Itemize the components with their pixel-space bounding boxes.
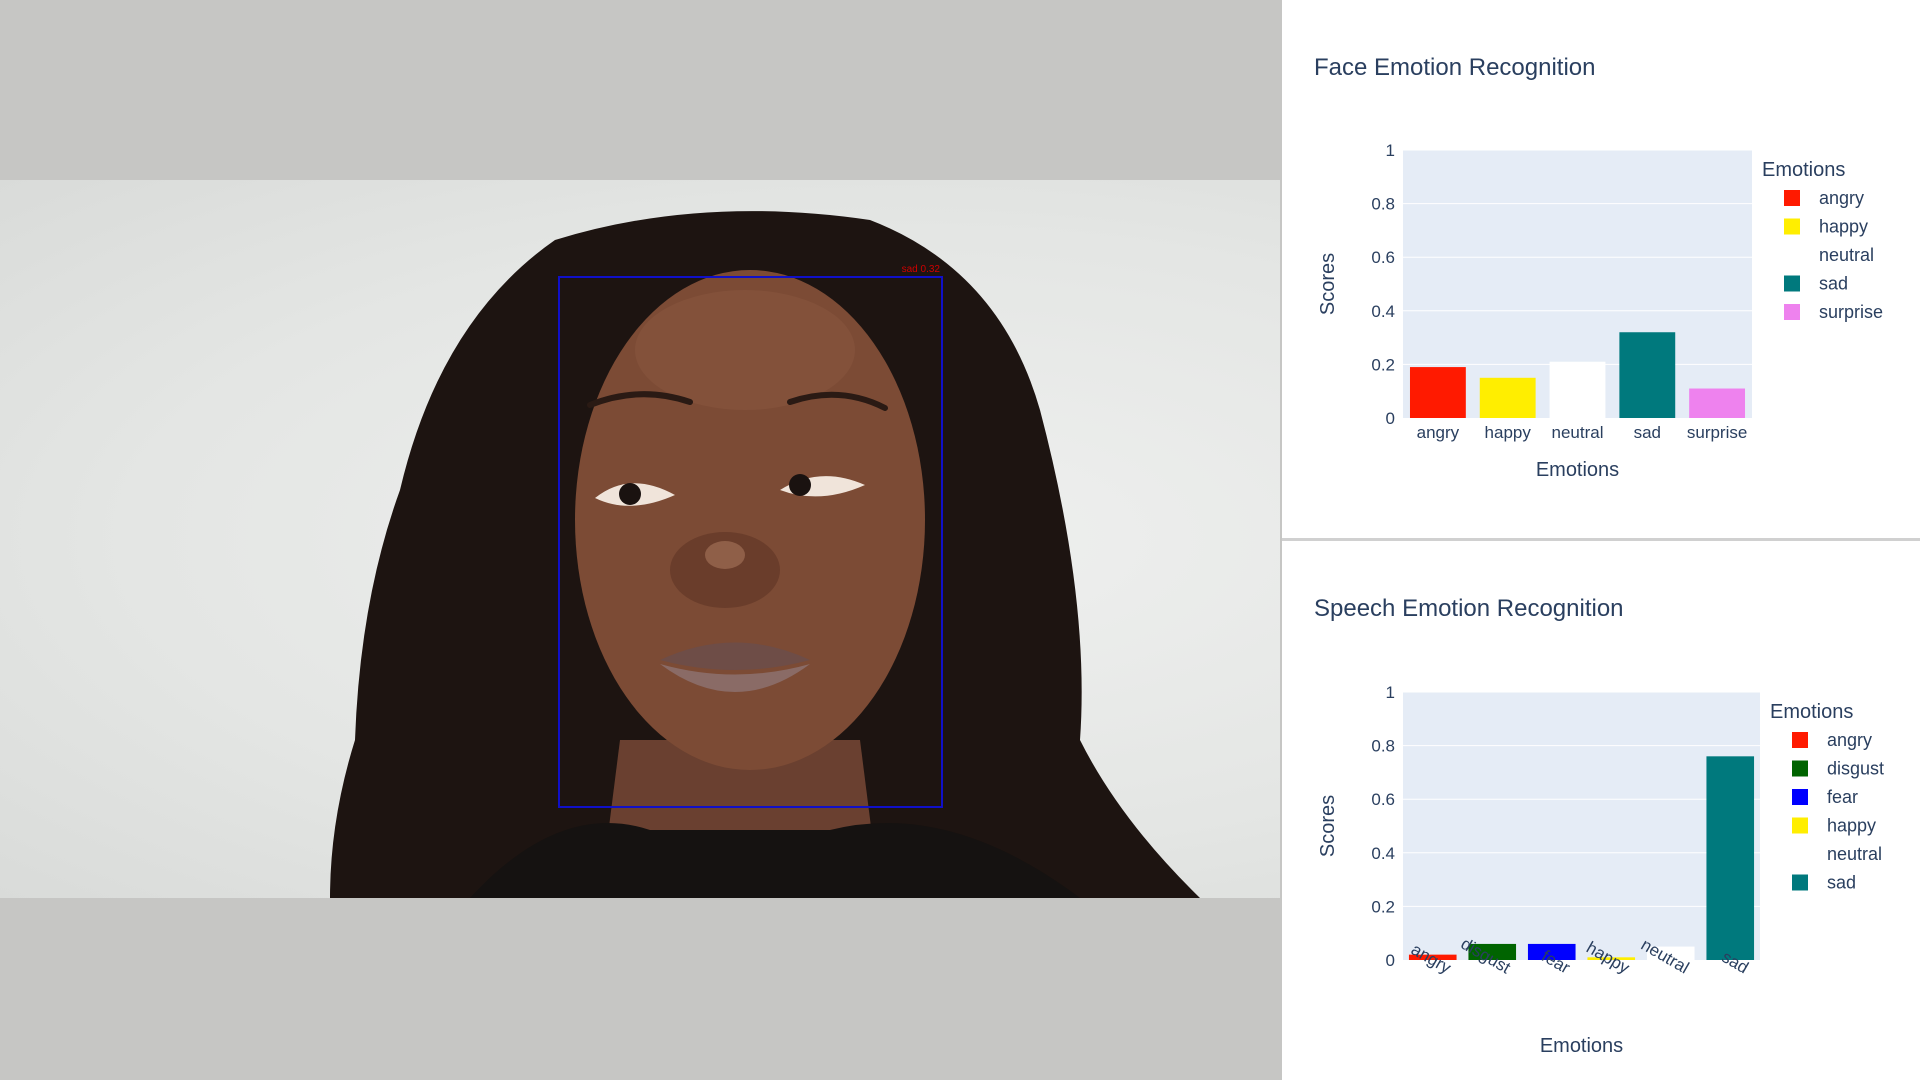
speech-x-axis-title: Emotions xyxy=(1540,1035,1623,1057)
panel-divider xyxy=(1282,538,1920,541)
speech-plot-area xyxy=(1403,692,1760,960)
face-legend-label-happy[interactable]: happy xyxy=(1819,217,1868,237)
face-emotion-chart: Face Emotion Recognition 0 0.2 0.4 0.6 0.8 1 an… xyxy=(1314,54,1883,481)
speech-legend-label-neutral[interactable]: neutral xyxy=(1827,844,1882,864)
face-bar-angry xyxy=(1409,367,1466,418)
speech-legend-swatch-fear[interactable] xyxy=(1792,789,1808,805)
speech-legend-swatch-sad[interactable] xyxy=(1792,874,1808,891)
face-bar-sad xyxy=(1619,332,1676,418)
speech-y-tick-label: 0.2 xyxy=(1371,897,1395,916)
speech-bar-sad xyxy=(1706,756,1755,960)
face-y-tick-label: 1 xyxy=(1386,141,1395,160)
face-legend-swatch-sad[interactable] xyxy=(1784,275,1800,292)
face-legend-swatch-surprise[interactable] xyxy=(1784,304,1800,320)
speech-legend-label-fear[interactable]: fear xyxy=(1827,787,1858,807)
face-y-tick-label: 0.6 xyxy=(1371,248,1395,267)
person-image: sad 0.32 xyxy=(330,211,1200,898)
face-chart-title: Face Emotion Recognition xyxy=(1314,54,1595,81)
speech-emotion-chart: Speech Emotion Recognition 0 0.2 0.4 0.6 0.8 1… xyxy=(1314,595,1884,1057)
speech-y-tick-label: 0 xyxy=(1386,951,1395,970)
video-frame: sad 0.32 xyxy=(0,180,1280,898)
face-x-tick-label: angry xyxy=(1417,423,1460,442)
speech-chart-title: Speech Emotion Recognition xyxy=(1314,595,1624,622)
speech-legend-swatch-happy[interactable] xyxy=(1792,817,1808,834)
speech-legend-swatch-angry[interactable] xyxy=(1792,732,1808,748)
face-detection-box xyxy=(558,276,943,808)
face-legend-label-angry[interactable]: angry xyxy=(1819,188,1864,208)
speech-legend-title: Emotions xyxy=(1770,701,1853,723)
face-y-axis-title: Scores xyxy=(1317,253,1339,315)
face-bar-happy xyxy=(1479,377,1536,418)
face-x-tick-label: surprise xyxy=(1687,423,1747,442)
speech-y-axis-title: Scores xyxy=(1317,795,1339,857)
speech-bar-neutral xyxy=(1646,946,1695,960)
face-y-tick-label: 0 xyxy=(1386,409,1395,428)
face-legend-title: Emotions xyxy=(1762,159,1845,181)
speech-y-tick-label: 1 xyxy=(1386,683,1395,702)
face-detection-label: sad 0.32 xyxy=(902,264,941,275)
speech-legend-label-disgust[interactable]: disgust xyxy=(1827,759,1884,779)
video-panel: sad 0.32 xyxy=(0,180,1280,898)
face-legend-label-sad[interactable]: sad xyxy=(1819,274,1848,294)
face-x-axis-title: Emotions xyxy=(1536,459,1619,481)
speech-y-tick-label: 0.6 xyxy=(1371,790,1395,809)
speech-bar-angry xyxy=(1408,954,1457,960)
face-legend-swatch-neutral[interactable] xyxy=(1784,247,1800,263)
face-y-tick-label: 0.8 xyxy=(1371,195,1395,214)
speech-legend-swatch-disgust[interactable] xyxy=(1792,760,1808,777)
face-legend-label-neutral[interactable]: neutral xyxy=(1819,245,1874,265)
speech-y-tick-label: 0.4 xyxy=(1371,844,1395,863)
speech-legend-swatch-neutral[interactable] xyxy=(1792,846,1808,862)
face-y-tick-label: 0.4 xyxy=(1371,302,1395,321)
face-bar-surprise xyxy=(1689,388,1746,418)
speech-legend-label-angry[interactable]: angry xyxy=(1827,730,1872,750)
speech-legend-label-sad[interactable]: sad xyxy=(1827,873,1856,893)
face-bar-neutral xyxy=(1549,361,1606,418)
speech-legend-label-happy[interactable]: happy xyxy=(1827,816,1876,836)
face-y-tick-label: 0.2 xyxy=(1371,355,1395,374)
face-legend-swatch-happy[interactable] xyxy=(1784,218,1800,235)
speech-bar-happy xyxy=(1587,957,1636,960)
face-x-tick-label: neutral xyxy=(1552,423,1604,442)
speech-bar-disgust xyxy=(1468,943,1517,960)
face-x-tick-label: sad xyxy=(1634,423,1661,442)
speech-bar-fear xyxy=(1527,943,1576,960)
speech-y-tick-label: 0.8 xyxy=(1371,737,1395,756)
face-legend-label-surprise[interactable]: surprise xyxy=(1819,302,1883,322)
face-x-tick-label: happy xyxy=(1485,423,1532,442)
face-legend-swatch-angry[interactable] xyxy=(1784,190,1800,206)
